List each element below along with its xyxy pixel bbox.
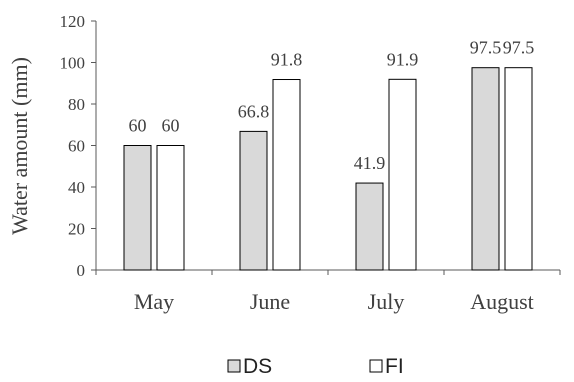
bar-ds-june — [239, 130, 268, 271]
bar-fi-june — [272, 79, 301, 271]
bar-fi-may — [156, 145, 185, 271]
y-tick-label: 100 — [60, 54, 86, 73]
bar-ds-july — [355, 182, 384, 271]
legend-label-fi: FI — [385, 355, 404, 378]
y-tick-label: 80 — [68, 95, 85, 114]
legend-swatch-ds — [227, 359, 241, 373]
legend: DS FI — [227, 355, 404, 378]
y-tick-label: 60 — [68, 137, 85, 156]
data-label: 60 — [162, 116, 180, 136]
bar-ds-august — [471, 67, 500, 271]
data-label: 91.8 — [271, 50, 303, 70]
y-axis-title: Water amount (mm) — [7, 57, 32, 235]
data-label: 41.9 — [354, 153, 386, 173]
bars — [123, 67, 533, 271]
x-tick-label: June — [250, 289, 290, 314]
data-label: 60 — [129, 116, 147, 136]
y-tick-label: 40 — [68, 178, 85, 197]
legend-swatch-fi — [369, 359, 383, 373]
y-tick-label: 0 — [77, 261, 86, 280]
data-label: 66.8 — [238, 101, 270, 121]
data-label: 91.9 — [387, 49, 419, 69]
y-tick-label: 20 — [68, 220, 85, 239]
axes: 0 20 40 60 80 100 120 May June July August — [60, 12, 561, 314]
y-tick-label: 120 — [60, 12, 86, 31]
y-axis-title-group: Water amount (mm) — [7, 57, 32, 235]
x-tick-label: May — [134, 289, 174, 314]
data-label: 97.5 — [503, 38, 535, 58]
bar-fi-july — [388, 78, 417, 271]
bar-ds-may — [123, 145, 152, 271]
x-tick-label: August — [470, 289, 534, 314]
data-labels: 60 60 66.8 91.8 41.9 91.9 97.5 97.5 — [129, 38, 535, 173]
data-label: 97.5 — [470, 38, 502, 58]
x-tick-label: July — [368, 289, 405, 314]
legend-label-ds: DS — [243, 355, 272, 378]
bar-fi-august — [504, 67, 533, 271]
